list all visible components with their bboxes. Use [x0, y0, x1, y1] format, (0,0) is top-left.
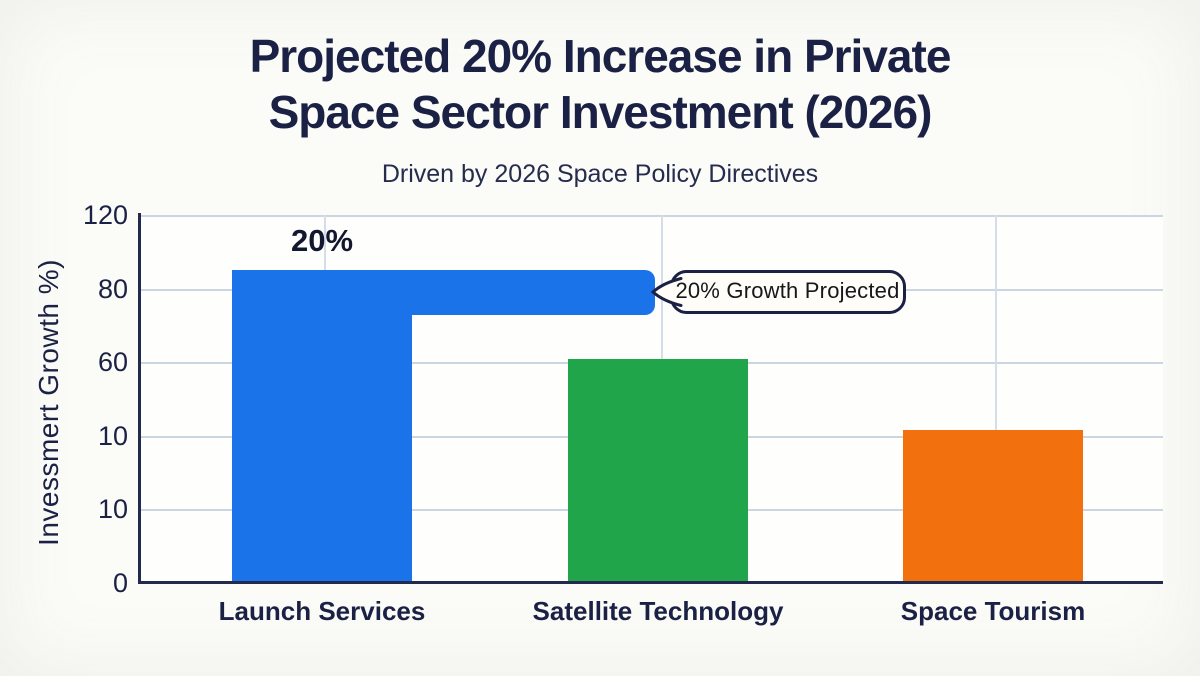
- callout-text: 20% Growth Projected: [675, 278, 900, 303]
- y-tick-label-80: 80: [97, 274, 128, 304]
- chart-title-line-2: Space Sector Investment (2026): [268, 86, 933, 139]
- x-axis-line: [138, 581, 1163, 584]
- y-tick-label-120: 120: [82, 200, 128, 230]
- callout-tail: [653, 279, 679, 305]
- plot-area: 20% 20% Growth Projected: [138, 213, 1163, 584]
- bar-launch-services: [232, 270, 412, 583]
- x-tick-label-launch-services: Launch Services: [218, 596, 426, 626]
- y-tick-label-60: 60: [97, 347, 128, 377]
- gridline-v-3: [995, 215, 997, 583]
- bar-launch-services-extension: [410, 270, 655, 315]
- callout-bubble: [650, 270, 906, 314]
- chart-title: Projected 20% Increase in Private Space …: [0, 28, 1200, 140]
- bar-satellite-technology: [568, 359, 748, 583]
- bar-value-label: 20%: [290, 223, 354, 258]
- y-axis-line: [138, 213, 141, 584]
- x-tick-label-satellite-technology: Satellite Technology: [532, 596, 784, 626]
- chart-subtitle: Driven by 2026 Space Policy Directives: [381, 160, 819, 188]
- gridline-h-120: [140, 215, 1163, 217]
- bar-space-tourism: [903, 430, 1083, 583]
- x-tick-label-space-tourism: Space Tourism: [900, 596, 1086, 626]
- y-tick-label-0: 0: [112, 568, 128, 598]
- chart-title-line-1: Projected 20% Increase in Private: [249, 30, 952, 82]
- y-tick-label-20: 10: [97, 494, 128, 524]
- y-tick-label-40: 10: [97, 421, 128, 451]
